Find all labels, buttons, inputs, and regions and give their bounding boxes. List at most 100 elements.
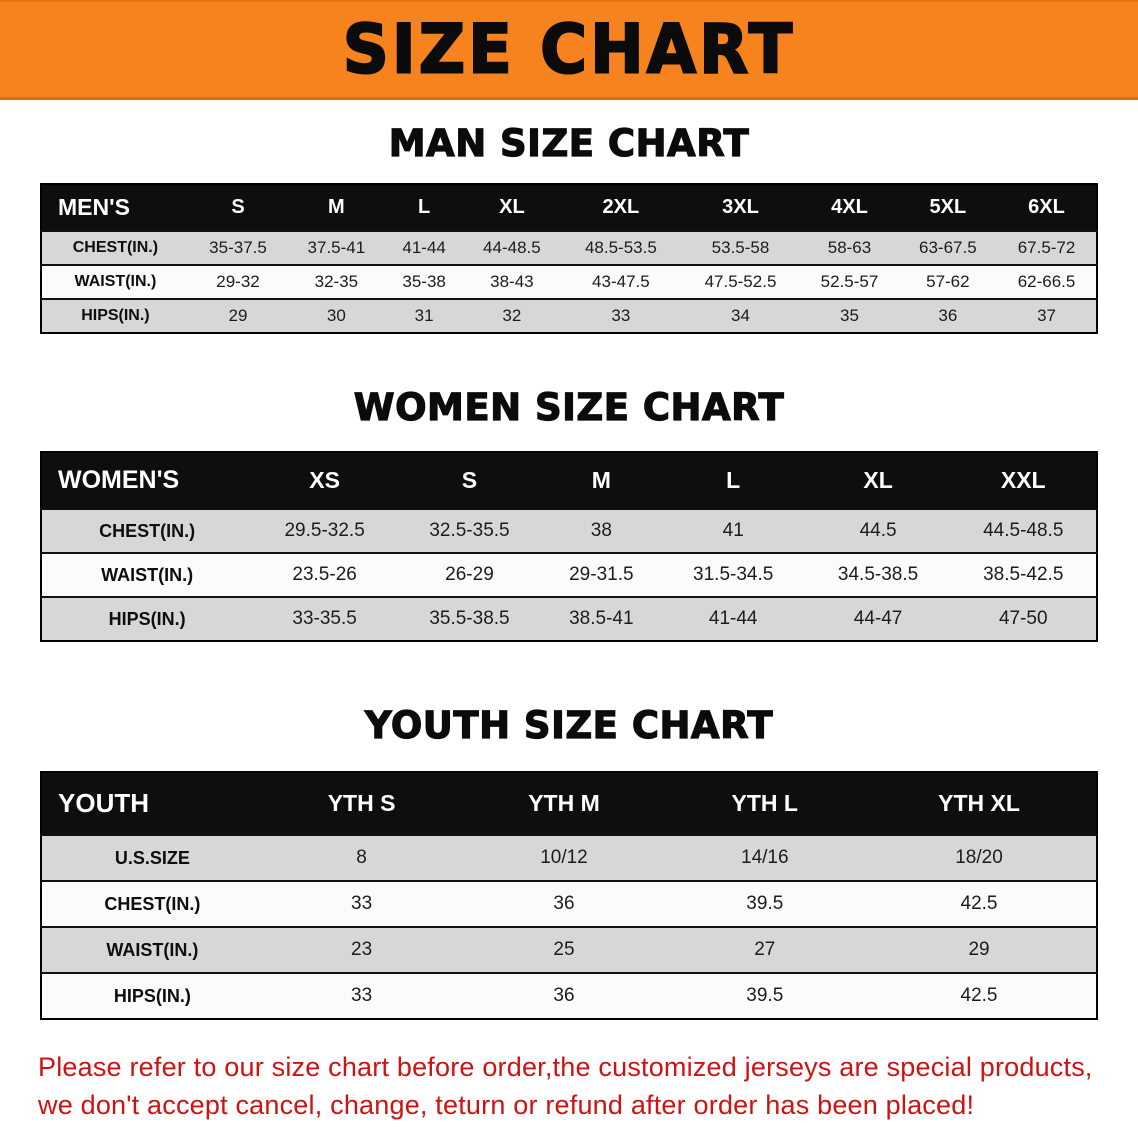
size-value-cell: 14/16 — [667, 834, 863, 881]
size-table-header-row: MEN'S S M L XL 2XL 3XL 4XL 5XL 6XL — [41, 184, 1097, 231]
youth-size-table: YOUTH YTH S YTH M YTH L YTH XL U.S.SIZE 8 10/12… — [40, 771, 1098, 1020]
size-value-cell: 44.5 — [805, 508, 951, 553]
size-value-cell: 42.5 — [862, 880, 1097, 927]
size-table-row: HIPS(IN.) 29 30 31 32 33 34 35 36 37 — [41, 298, 1097, 333]
size-value-cell: 38-43 — [462, 264, 562, 299]
size-value-cell: 52.5-57 — [800, 264, 899, 299]
size-value-cell: 47-50 — [950, 596, 1097, 641]
size-value-cell: 38.5-42.5 — [950, 552, 1097, 597]
row-label-cell: WAIST(IN.) — [41, 264, 189, 299]
youth-section-heading: YOUTH SIZE CHART — [364, 703, 774, 747]
size-value-cell: 37.5-41 — [287, 230, 386, 265]
size-column-header: 3XL — [680, 184, 801, 231]
youth-size-section: YOUTH SIZE CHART YOUTH YTH S YTH M YTH L YTH… — [0, 703, 1138, 1020]
size-value-cell: 33-35.5 — [252, 596, 398, 641]
size-table-row: WAIST(IN.) 23.5-26 26-29 29-31.5 31.5-34.5 34… — [41, 552, 1097, 597]
table-title-cell: YOUTH — [41, 772, 263, 835]
size-value-cell: 43-47.5 — [561, 264, 681, 299]
size-value-cell: 29-31.5 — [541, 552, 661, 597]
row-label-cell: CHEST(IN.) — [41, 508, 253, 553]
size-column-header: XS — [252, 452, 398, 509]
size-value-cell: 41-44 — [385, 230, 463, 265]
size-value-cell: 41 — [660, 508, 806, 553]
size-table-row: U.S.SIZE 8 10/12 14/16 18/20 — [41, 834, 1097, 881]
size-column-header: 6XL — [997, 184, 1097, 231]
size-value-cell: 39.5 — [667, 972, 863, 1019]
size-value-cell: 48.5-53.5 — [561, 230, 681, 265]
size-column-header: M — [287, 184, 386, 231]
men-section-heading: MAN SIZE CHART — [388, 121, 750, 165]
size-value-cell: 33 — [561, 298, 681, 333]
size-table-row: CHEST(IN.) 29.5-32.5 32.5-35.5 38 41 44.5 44.5… — [41, 508, 1097, 553]
banner-title: SIZE CHART — [342, 9, 796, 90]
size-value-cell: 10/12 — [460, 834, 668, 881]
women-size-section: WOMEN SIZE CHART WOMEN'S XS S M L XL XXL CHEST(… — [0, 385, 1138, 642]
size-table-row: WAIST(IN.) 29-32 32-35 35-38 38-43 43-47.5 47.… — [41, 264, 1097, 299]
size-value-cell: 34 — [680, 298, 801, 333]
size-column-header: 5XL — [898, 184, 998, 231]
women-size-table: WOMEN'S XS S M L XL XXL CHEST(IN.) 29.5-32.5 32.5… — [40, 451, 1098, 642]
women-section-heading: WOMEN SIZE CHART — [353, 385, 785, 429]
row-label-cell: WAIST(IN.) — [41, 926, 263, 973]
size-value-cell: 32 — [462, 298, 562, 333]
size-value-cell: 36 — [460, 972, 668, 1019]
size-value-cell: 42.5 — [862, 972, 1097, 1019]
size-value-cell: 37 — [997, 298, 1097, 333]
row-label-cell: CHEST(IN.) — [41, 230, 189, 265]
size-column-header: L — [660, 452, 806, 509]
row-label-cell: WAIST(IN.) — [41, 552, 253, 597]
size-value-cell: 23.5-26 — [252, 552, 398, 597]
size-value-cell: 32-35 — [287, 264, 386, 299]
size-column-header: S — [188, 184, 288, 231]
size-table-header-row: YOUTH YTH S YTH M YTH L YTH XL — [41, 772, 1097, 835]
size-column-header: 2XL — [561, 184, 681, 231]
size-value-cell: 26-29 — [397, 552, 542, 597]
size-column-header: XXL — [950, 452, 1097, 509]
size-value-cell: 36 — [460, 880, 668, 927]
size-value-cell: 29-32 — [188, 264, 288, 299]
size-value-cell: 36 — [898, 298, 998, 333]
size-value-cell: 35-38 — [385, 264, 463, 299]
size-value-cell: 35 — [800, 298, 899, 333]
size-value-cell: 32.5-35.5 — [397, 508, 542, 553]
size-value-cell: 18/20 — [862, 834, 1097, 881]
size-value-cell: 29 — [188, 298, 288, 333]
row-label-cell: HIPS(IN.) — [41, 596, 253, 641]
size-value-cell: 62-66.5 — [997, 264, 1097, 299]
disclaimer-line-1: Please refer to our size chart before or… — [38, 1052, 1093, 1082]
size-value-cell: 25 — [460, 926, 668, 973]
size-value-cell: 31.5-34.5 — [660, 552, 806, 597]
size-value-cell: 27 — [667, 926, 863, 973]
size-table-row: CHEST(IN.) 33 36 39.5 42.5 — [41, 880, 1097, 927]
size-value-cell: 44-47 — [805, 596, 951, 641]
size-value-cell: 31 — [385, 298, 463, 333]
table-title-cell: MEN'S — [41, 184, 189, 231]
order-disclaimer: Please refer to our size chart before or… — [38, 1048, 1100, 1125]
size-value-cell: 58-63 — [800, 230, 899, 265]
size-value-cell: 44-48.5 — [462, 230, 562, 265]
size-value-cell: 34.5-38.5 — [805, 552, 951, 597]
row-label-cell: HIPS(IN.) — [41, 972, 263, 1019]
size-column-header: 4XL — [800, 184, 899, 231]
size-column-header: YTH L — [667, 772, 863, 835]
size-table-row: HIPS(IN.) 33 36 39.5 42.5 — [41, 972, 1097, 1019]
size-value-cell: 63-67.5 — [898, 230, 998, 265]
men-size-table: MEN'S S M L XL 2XL 3XL 4XL 5XL 6XL CHEST(IN.) 35-37… — [40, 183, 1098, 334]
size-column-header: XL — [805, 452, 951, 509]
size-value-cell: 41-44 — [660, 596, 806, 641]
size-value-cell: 30 — [287, 298, 386, 333]
size-column-header: YTH XL — [862, 772, 1097, 835]
size-value-cell: 47.5-52.5 — [680, 264, 801, 299]
size-value-cell: 29 — [862, 926, 1097, 973]
size-value-cell: 44.5-48.5 — [950, 508, 1097, 553]
size-column-header: XL — [462, 184, 562, 231]
row-label-cell: U.S.SIZE — [41, 834, 263, 881]
size-value-cell: 8 — [262, 834, 461, 881]
disclaimer-line-2: we don't accept cancel, change, teturn o… — [38, 1090, 975, 1121]
size-column-header: YTH M — [460, 772, 668, 835]
size-value-cell: 57-62 — [898, 264, 998, 299]
table-title-cell: WOMEN'S — [41, 452, 253, 509]
size-value-cell: 23 — [262, 926, 461, 973]
size-table-row: WAIST(IN.) 23 25 27 29 — [41, 926, 1097, 973]
size-value-cell: 33 — [262, 880, 461, 927]
